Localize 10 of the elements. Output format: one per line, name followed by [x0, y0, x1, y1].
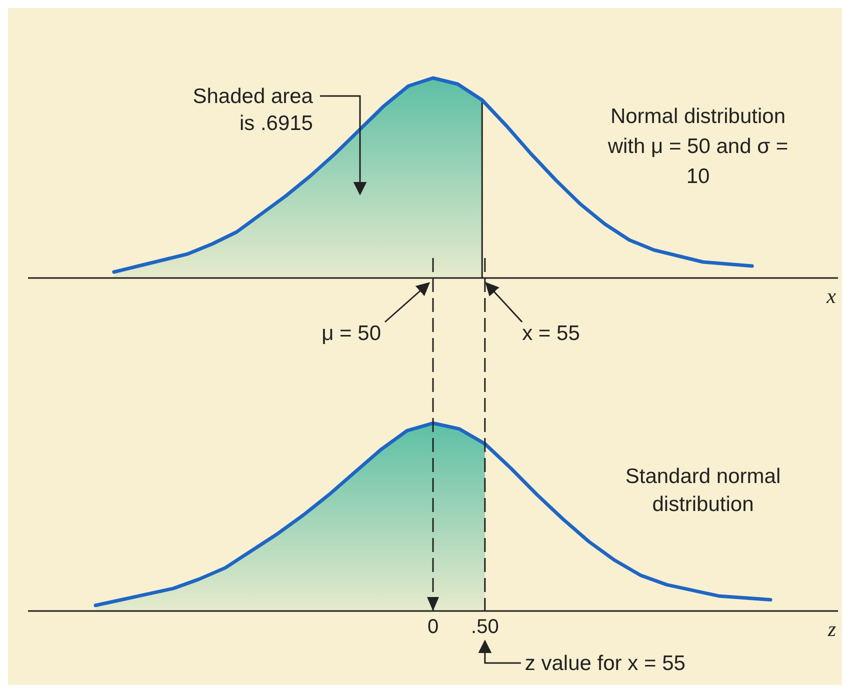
x-tick-label: 0	[427, 616, 439, 638]
x-axis-title: x	[826, 284, 837, 308]
x-tick-label: .50	[471, 616, 499, 638]
annotation: z value for x = 55	[524, 652, 686, 675]
annotation: Standard normal distribution	[625, 465, 781, 516]
text: μ = 50	[322, 322, 381, 345]
x-axis-title: z	[826, 617, 836, 641]
annotation: Shaded area is .6915	[192, 85, 314, 135]
text: x = 55	[522, 322, 580, 345]
annotation: Normal distribution with μ = 50 and σ = 10	[606, 105, 788, 188]
